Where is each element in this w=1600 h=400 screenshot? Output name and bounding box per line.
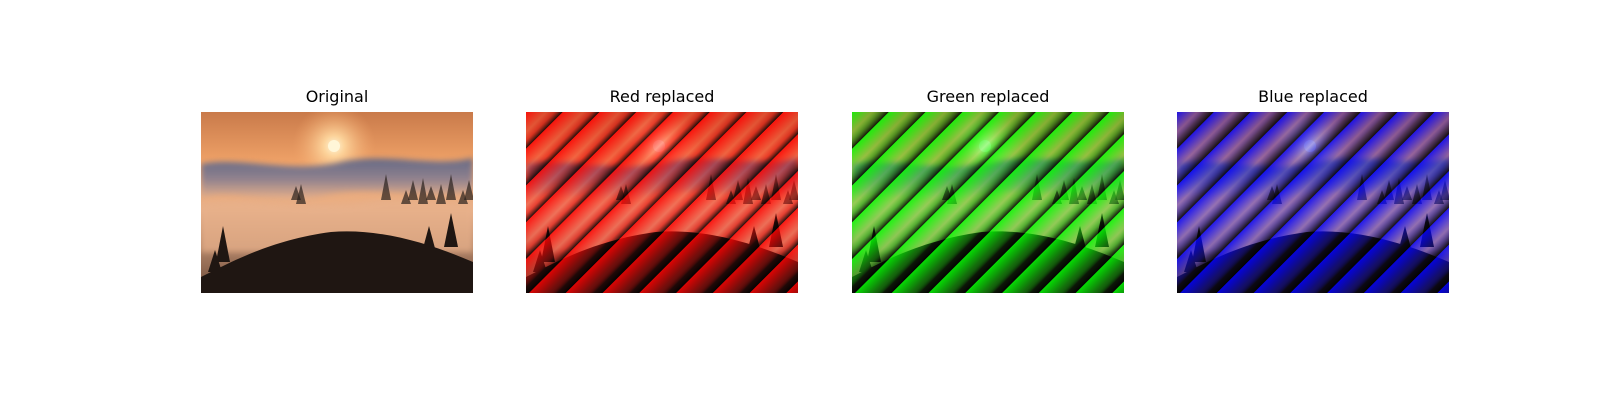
panel-red-replaced: Red replaced	[526, 86, 798, 293]
panel-title: Green replaced	[926, 87, 1050, 106]
landscape-scene	[201, 112, 473, 293]
panel-original: Original	[201, 86, 473, 293]
panel-title: Red replaced	[609, 87, 715, 106]
channel-stripes	[526, 112, 798, 293]
panel-title: Original	[305, 87, 369, 106]
original-image	[201, 112, 473, 293]
panel-title: Blue replaced	[1258, 87, 1368, 106]
channel-stripes	[1177, 112, 1449, 293]
green-replaced-image	[852, 112, 1124, 293]
blue-replaced-image	[1177, 112, 1449, 293]
panel-blue-replaced: Blue replaced	[1177, 86, 1449, 293]
panel-green-replaced: Green replaced	[852, 86, 1124, 293]
red-replaced-image	[526, 112, 798, 293]
channel-stripes	[852, 112, 1124, 293]
